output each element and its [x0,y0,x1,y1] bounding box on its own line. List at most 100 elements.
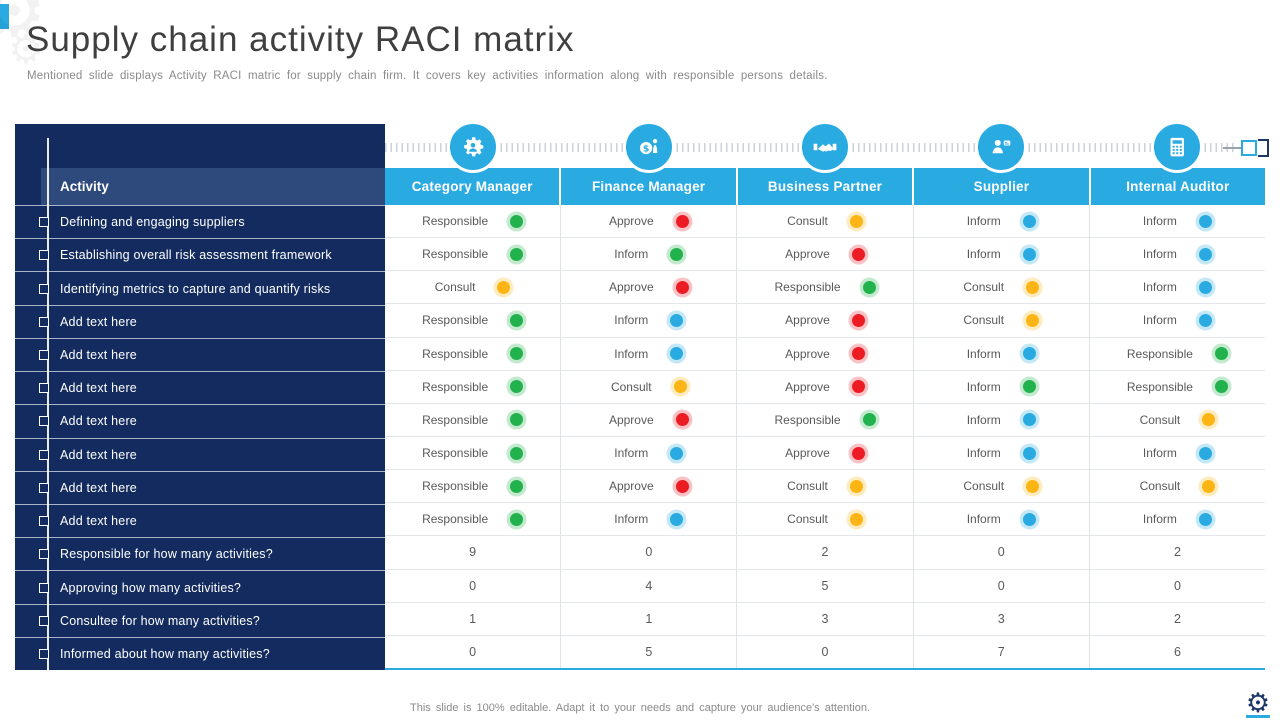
raci-cell: Responsible [1088,370,1265,403]
green-dot-icon [670,247,684,261]
green-dot-icon [510,512,524,526]
sidebar-connector-line [47,138,49,670]
row-bullet-icon [39,516,49,527]
red-dot-icon [851,347,865,361]
row-bullet-icon [39,449,49,460]
red-dot-icon [675,413,689,427]
raci-label: Approve [608,280,654,295]
blue-dot-icon [1022,446,1036,460]
supplier-icon [975,121,1027,173]
end-square-icon [1241,140,1257,156]
row-bullet-icon [39,648,49,659]
red-dot-icon [851,446,865,460]
raci-cell: Responsible [385,371,560,403]
green-dot-icon [862,413,876,427]
summary-value: 0 [469,644,477,659]
activity-label: Add text here [60,480,137,495]
blue-dot-icon [1022,247,1036,261]
green-dot-icon [510,214,524,228]
raci-cell: Approve [560,205,736,238]
raci-cell: Approve [560,403,736,436]
page-subtitle: Mentioned slide displays Activity RACI m… [27,70,828,82]
green-dot-icon [510,446,524,460]
green-dot-icon [1214,347,1228,361]
table-row: Responsible Inform Approve Consult Inform [385,303,1265,337]
summary-value: 2 [1173,611,1181,626]
summary-value: 1 [645,611,653,626]
activity-row[interactable]: Add text here [15,404,385,437]
summary-value: 0 [997,545,1005,560]
raci-cell: Inform [912,205,1089,238]
gear-person-icon [447,121,499,173]
row-bullet-icon [39,316,49,327]
activity-row[interactable]: Add text here [15,503,385,537]
row-bullet-icon [39,349,49,360]
blue-dot-icon [1022,347,1036,361]
raci-label: Responsible [422,379,489,394]
raci-cell: Inform [1088,304,1265,337]
handshake-icon [799,121,851,173]
green-dot-icon [1214,380,1228,394]
red-dot-icon [851,247,865,261]
page-title: Supply chain activity RACI matrix [26,20,575,59]
raci-cell: Inform [912,503,1089,536]
raci-label: Inform [966,346,1001,361]
raci-label: Approve [785,446,830,461]
logo-gear-icon: ⚙ [1245,688,1271,718]
raci-label: Responsible [422,512,489,527]
activity-label: Add text here [60,514,137,529]
raci-cell: Approve [736,436,912,470]
raci-cell: Responsible [385,503,560,535]
blue-dot-icon [1022,413,1036,427]
raci-label: Inform [1142,280,1177,295]
activity-row: Identifying metrics to capture and quant… [15,271,385,304]
red-dot-icon [851,313,865,327]
raci-label: Consult [963,313,1005,328]
row-bullet-icon [39,582,49,593]
activity-row[interactable]: Add text here [15,437,385,471]
green-dot-icon [1022,380,1036,394]
summary-value: 7 [997,644,1005,659]
raci-label: Consult [963,479,1005,494]
raci-cell: Consult [560,370,736,403]
table-row: Responsible Approve Consult Consult Consult [385,469,1265,503]
blue-dot-icon [1198,247,1212,261]
raci-cell: Responsible [385,238,560,270]
raci-label: Approve [608,479,654,494]
activity-row[interactable]: Add text here [15,470,385,504]
raci-cell: Responsible [385,205,560,237]
activity-row[interactable]: Add text here [15,304,385,338]
raci-label: Inform [1142,446,1177,461]
raci-label: Responsible [422,247,489,262]
yellow-dot-icon [1026,313,1040,327]
summary-row: 9 0 2 0 2 [385,535,1265,569]
raci-cell: Consult [912,304,1089,337]
raci-label: Responsible [774,412,841,427]
blue-dot-icon [1198,280,1212,294]
activity-column: Activity Defining and engaging suppliers… [15,124,385,670]
summary-cell: 9 [385,536,560,568]
activity-row[interactable]: Add text here [15,337,385,371]
activity-row[interactable]: Add text here [15,371,385,404]
row-bullet-icon [39,549,49,560]
row-bullet-icon [39,283,49,294]
summary-cell: 7 [912,635,1089,668]
summary-cell: 0 [736,635,912,668]
raci-cell: Inform [912,337,1089,370]
raci-label: Approve [785,346,830,361]
green-dot-icon [510,380,524,394]
summary-value: 0 [469,578,477,593]
svg-text:$: $ [643,143,649,154]
raci-label: Inform [966,512,1001,527]
activity-label: Establishing overall risk assessment fra… [60,248,332,263]
summary-cell: 0 [560,536,736,569]
summary-value: 3 [821,611,829,626]
raci-label: Responsible [422,446,489,461]
summary-cell: 1 [560,602,736,635]
green-dot-icon [862,280,876,294]
brand-logo: ⚙ [1242,690,1274,718]
raci-label: Approve [785,313,830,328]
blue-dot-icon [1198,512,1212,526]
raci-cell: Inform [560,337,736,370]
raci-cell: Responsible [736,403,912,436]
